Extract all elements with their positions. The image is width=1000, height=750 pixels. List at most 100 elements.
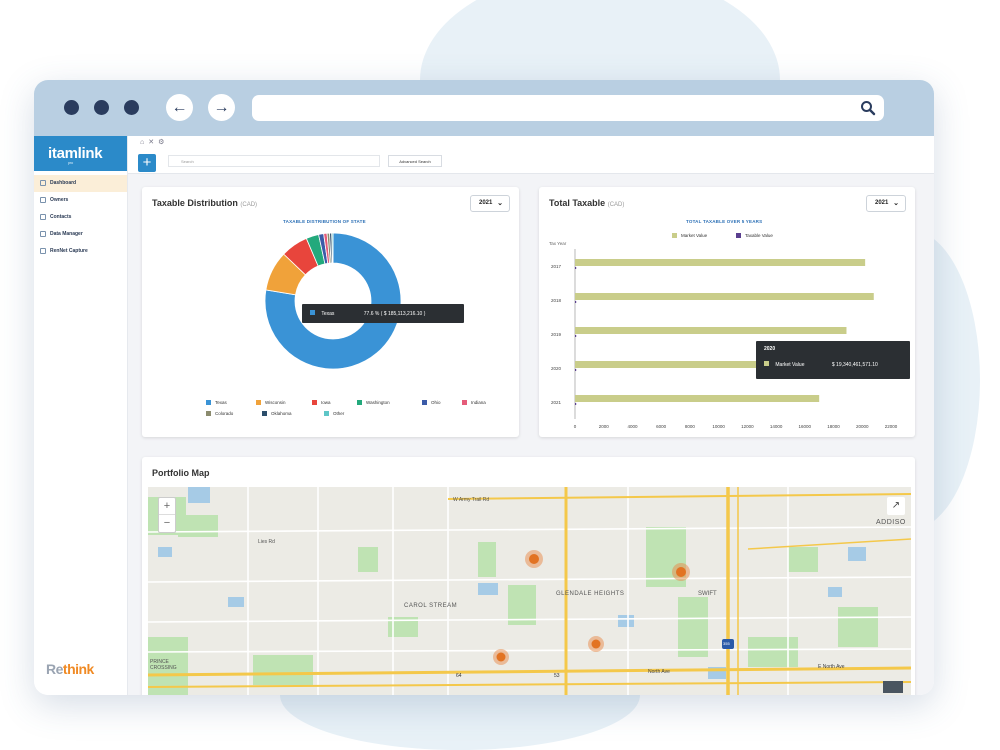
map-label: 53: [554, 673, 560, 679]
search-input[interactable]: Search: [168, 155, 380, 167]
advanced-search-button[interactable]: Advanced Search: [388, 155, 442, 167]
tooltip-swatch: [310, 310, 315, 315]
legend-swatch: [324, 411, 329, 416]
legend-ohio[interactable]: Ohio: [422, 400, 441, 405]
legend-label: Oklahoma: [271, 411, 292, 416]
zoom-out-button[interactable]: −: [163, 517, 171, 529]
bar-chart: Tax Year 2017 2018 2019 2020 2021 0 2000 4000 600…: [549, 241, 898, 429]
property-marker-icon[interactable]: [672, 563, 690, 581]
legend-market-value[interactable]: Market Value: [672, 233, 707, 238]
legend-texas[interactable]: Texas: [206, 400, 227, 405]
map-zoom-controls: + −: [158, 497, 176, 533]
legend-taxable-value[interactable]: Taxable Value: [736, 233, 773, 238]
tooltip-year: 2020: [764, 346, 776, 352]
main-content: ⌂✕⚙ + Search Advanced Search Taxable Dis…: [128, 136, 934, 695]
x-tick-label: 8000: [685, 424, 696, 429]
browser-chrome: ← →: [34, 80, 934, 136]
legend-swatch: [206, 411, 211, 416]
legend-oklahoma[interactable]: Oklahoma: [262, 411, 292, 416]
bar-market-value-2017[interactable]: [575, 259, 866, 266]
bar-taxable-value-2020[interactable]: [575, 369, 577, 371]
chart-subtitle: TOTAL TAXABLE OVER 5 YEARS: [686, 219, 763, 224]
legend-swatch: [462, 400, 467, 405]
donut-slice-other[interactable]: [331, 232, 334, 264]
legend-label: Other: [333, 411, 345, 416]
legend-wisconsin[interactable]: Wisconsin: [256, 400, 286, 405]
donut-tooltip: Texas 77.6 % ( $ 185,113,216.10 ): [302, 304, 464, 323]
settings-icon[interactable]: ⚙: [158, 139, 169, 146]
map-label: GLENDALE HEIGHTS: [556, 591, 625, 597]
bar-market-value-2019[interactable]: [575, 327, 847, 334]
map-label: Lies Rd: [258, 539, 275, 545]
map-drawing: [148, 487, 911, 695]
sidebar-item-rennet-capture[interactable]: RenNet Capture: [34, 243, 127, 260]
map-canvas[interactable]: W Army Trail Rd CAROL STREAM GLENDALE HE…: [148, 487, 911, 695]
x-tick-label: 6000: [656, 424, 667, 429]
window-dot-icon[interactable]: [94, 100, 109, 115]
bar-taxable-value-2017[interactable]: [575, 267, 577, 269]
sidebar-item-label: Dashboard: [50, 180, 77, 186]
card-title-unit: (CAD): [240, 202, 258, 208]
chart-subtitle: TAXABLE DISTRIBUTION OF STATE: [283, 219, 366, 224]
x-tick-label: 4000: [627, 424, 638, 429]
tooltip-name: Texas: [321, 311, 335, 317]
property-marker-icon[interactable]: [588, 636, 604, 652]
address-bar[interactable]: [252, 95, 884, 121]
donut-chart: [264, 232, 402, 370]
bar-taxable-value-2019[interactable]: [575, 335, 577, 337]
sidebar-item-contacts[interactable]: Contacts: [34, 209, 127, 226]
map-label: 64: [456, 673, 462, 679]
close-icon[interactable]: ✕: [148, 139, 159, 146]
bar-taxable-value-2021[interactable]: [575, 403, 577, 405]
bar-market-value-2021[interactable]: [575, 395, 820, 402]
legend-washington[interactable]: Washington: [357, 400, 390, 405]
chevron-down-icon: ⌄: [893, 200, 899, 207]
forward-arrow-icon[interactable]: →: [208, 94, 235, 121]
add-button[interactable]: +: [138, 154, 156, 172]
bar-market-value-2020[interactable]: [575, 361, 853, 368]
zoom-in-button[interactable]: +: [159, 498, 175, 515]
legend-colorado[interactable]: Colorado: [206, 411, 233, 416]
map-label: E North Ave: [818, 664, 845, 670]
window-dot-icon[interactable]: [124, 100, 139, 115]
legend-label: Ohio: [431, 400, 441, 405]
year-select[interactable]: 2021 ⌄: [470, 195, 510, 212]
bar-taxable-value-2018[interactable]: [575, 301, 577, 303]
back-arrow-icon[interactable]: ←: [166, 94, 193, 121]
legend-other[interactable]: Other: [324, 411, 344, 416]
map-layer-button[interactable]: [883, 681, 903, 693]
x-tick-label: 10000: [712, 424, 725, 429]
legend-iowa[interactable]: Iowa: [312, 400, 331, 405]
window-dot-icon[interactable]: [64, 100, 79, 115]
property-marker-icon[interactable]: [525, 550, 543, 568]
tool-strip: ⌂✕⚙: [128, 136, 934, 150]
bar-market-value-2018[interactable]: [575, 293, 874, 300]
card-title-text: Total Taxable: [549, 198, 606, 208]
legend-label: Colorado: [215, 411, 234, 416]
legend-label: Wisconsin: [265, 400, 286, 405]
search-toolbar: + Search Advanced Search: [128, 150, 934, 174]
x-tick-label: 0: [574, 424, 577, 429]
card-title-text: Portfolio Map: [152, 468, 210, 478]
sidebar-item-owners[interactable]: Owners: [34, 192, 127, 209]
dashboard-icon: [40, 180, 46, 186]
legend-swatch: [357, 400, 362, 405]
map-label: SWIFT: [698, 591, 717, 597]
fullscreen-icon[interactable]: ↗: [887, 497, 905, 515]
logo-subtext: pro: [68, 160, 73, 165]
tooltip-label: Market Value: [775, 362, 805, 368]
property-marker-icon[interactable]: [493, 649, 509, 665]
tooltip-value: 77.6 % ( $ 185,113,216.10 ): [363, 311, 426, 317]
home-icon[interactable]: ⌂: [140, 139, 149, 146]
app-logo[interactable]: itamlink pro: [34, 136, 127, 171]
legend-indiana[interactable]: Indiana: [462, 400, 486, 405]
sidebar-item-data-manager[interactable]: Data Manager: [34, 226, 127, 243]
browser-window: ← → itamlink pro Dashboard Owners Contac…: [34, 80, 934, 695]
sidebar-item-dashboard[interactable]: Dashboard: [34, 175, 127, 192]
legend-label: Indiana: [471, 400, 486, 405]
card-title: Total Taxable (CAD): [549, 198, 624, 208]
year-select[interactable]: 2021 ⌄: [866, 195, 906, 212]
x-tick-label: 18000: [827, 424, 840, 429]
map-label: CAROL STREAM: [404, 603, 458, 609]
search-icon[interactable]: [860, 100, 876, 116]
